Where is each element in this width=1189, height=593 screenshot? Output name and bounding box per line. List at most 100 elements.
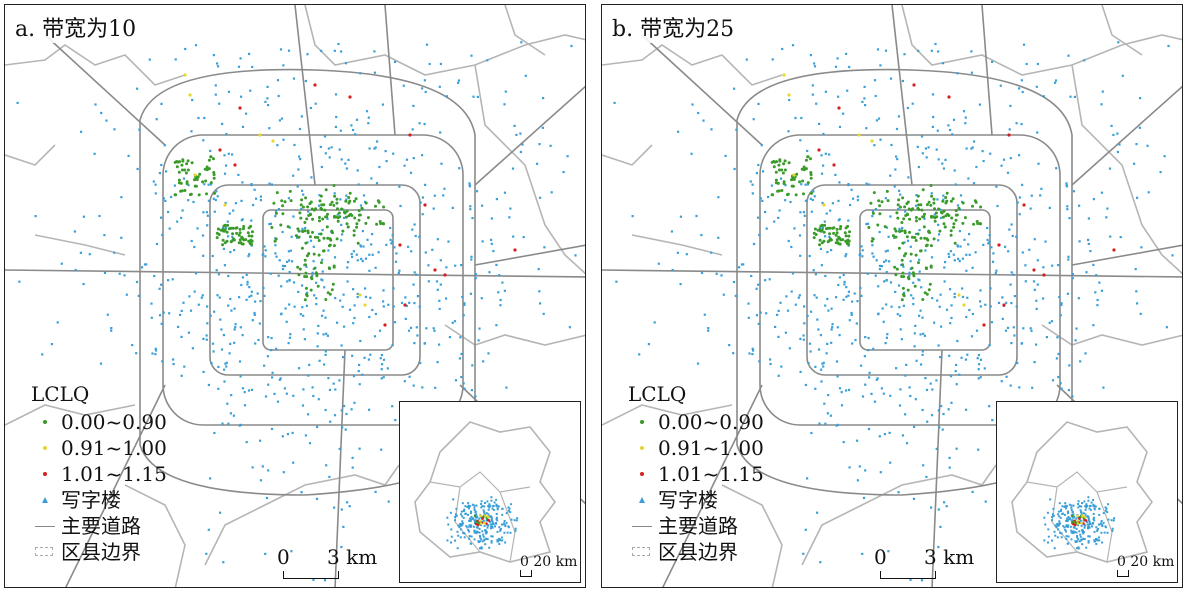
green-point bbox=[809, 176, 813, 180]
red-point bbox=[997, 243, 1001, 247]
green-point bbox=[812, 236, 816, 240]
office-triangle bbox=[820, 172, 824, 175]
office-triangle bbox=[1067, 255, 1070, 258]
green-point bbox=[324, 188, 328, 192]
office-triangle bbox=[341, 305, 344, 308]
office-triangle bbox=[270, 337, 273, 340]
green-point bbox=[310, 207, 314, 211]
office-triangle bbox=[820, 264, 823, 267]
office-triangle bbox=[860, 364, 863, 367]
office-triangle bbox=[318, 359, 321, 362]
green-point bbox=[355, 222, 359, 226]
green-point bbox=[328, 267, 331, 271]
office-triangle bbox=[761, 199, 764, 202]
office-triangle bbox=[1121, 74, 1124, 77]
inset-office bbox=[473, 529, 476, 532]
office-triangle bbox=[867, 183, 870, 186]
office-triangle bbox=[777, 216, 780, 219]
office-triangle bbox=[519, 132, 522, 135]
office-triangle bbox=[840, 391, 843, 394]
office-triangle bbox=[861, 100, 864, 103]
lclq-mid-points bbox=[183, 73, 367, 307]
office-triangle bbox=[105, 119, 108, 122]
inset-office bbox=[1063, 526, 1066, 529]
inset-office bbox=[1107, 518, 1110, 521]
green-point bbox=[895, 211, 899, 215]
office-triangle bbox=[856, 195, 859, 198]
office-triangle bbox=[914, 324, 917, 327]
inset-office bbox=[485, 529, 487, 532]
green-point bbox=[963, 216, 967, 220]
office-triangle bbox=[539, 302, 542, 305]
office-triangle bbox=[873, 400, 877, 403]
office-triangle bbox=[1171, 254, 1174, 257]
office-triangle bbox=[315, 297, 318, 300]
office-triangle bbox=[152, 180, 155, 183]
inset-office bbox=[469, 520, 472, 523]
office-triangle bbox=[820, 368, 823, 371]
office-triangle bbox=[937, 223, 940, 226]
green-point bbox=[332, 244, 336, 248]
office-triangle bbox=[224, 226, 227, 229]
green-point bbox=[303, 221, 307, 224]
office-triangle bbox=[830, 328, 833, 331]
green-point bbox=[306, 229, 310, 233]
office-triangle bbox=[824, 304, 827, 307]
green-point bbox=[381, 222, 385, 225]
office-triangle bbox=[878, 268, 881, 271]
inset-office bbox=[465, 525, 468, 528]
inset-office bbox=[1080, 505, 1083, 508]
inset-lclq-point bbox=[1084, 518, 1087, 522]
green-dot-icon bbox=[640, 420, 644, 424]
office-triangle bbox=[421, 87, 424, 90]
office-triangle bbox=[858, 465, 861, 468]
office-triangle bbox=[222, 334, 225, 337]
office-triangle bbox=[1067, 258, 1070, 261]
office-triangle bbox=[211, 342, 215, 345]
office-triangle bbox=[520, 41, 523, 44]
office-triangle bbox=[312, 245, 315, 248]
office-triangle bbox=[103, 234, 106, 237]
green-point bbox=[932, 197, 936, 201]
office-triangle bbox=[728, 344, 731, 347]
yellow-dot-icon bbox=[43, 446, 47, 450]
office-triangle bbox=[327, 147, 330, 150]
office-triangle bbox=[690, 152, 693, 155]
inset-office bbox=[454, 539, 456, 542]
office-triangle bbox=[342, 356, 345, 359]
green-point bbox=[880, 200, 884, 204]
office-triangle bbox=[194, 44, 198, 47]
office-triangle bbox=[283, 265, 286, 268]
office-triangle bbox=[151, 352, 154, 355]
office-triangle bbox=[359, 339, 362, 343]
office-triangle bbox=[817, 348, 821, 351]
office-triangle bbox=[790, 290, 793, 293]
office-triangle bbox=[1110, 124, 1113, 127]
office-triangle bbox=[211, 254, 214, 258]
office-triangle bbox=[482, 360, 485, 363]
green-point bbox=[330, 288, 334, 292]
inset-office bbox=[1061, 512, 1064, 515]
inset-office bbox=[1084, 505, 1087, 508]
inset-office bbox=[490, 540, 493, 543]
office-triangle bbox=[150, 316, 153, 319]
office-triangle bbox=[904, 413, 907, 416]
office-triangle bbox=[468, 185, 472, 188]
red-point bbox=[398, 243, 402, 247]
green-point bbox=[933, 219, 937, 223]
office-triangle bbox=[955, 363, 958, 367]
office-triangle bbox=[1016, 361, 1019, 365]
office-triangle bbox=[986, 238, 989, 241]
legend-label: 0.00~0.90 bbox=[658, 410, 764, 434]
office-triangle bbox=[158, 172, 161, 175]
inset-office bbox=[450, 528, 453, 531]
green-point bbox=[298, 267, 302, 271]
green-point bbox=[909, 252, 913, 256]
office-triangle bbox=[931, 297, 934, 300]
district-boundary bbox=[721, 484, 783, 587]
map-canvas bbox=[5, 5, 585, 587]
office-triangle bbox=[885, 279, 888, 282]
yellow-point bbox=[787, 93, 791, 97]
yellow-point bbox=[183, 73, 187, 77]
office-triangle bbox=[786, 309, 790, 312]
